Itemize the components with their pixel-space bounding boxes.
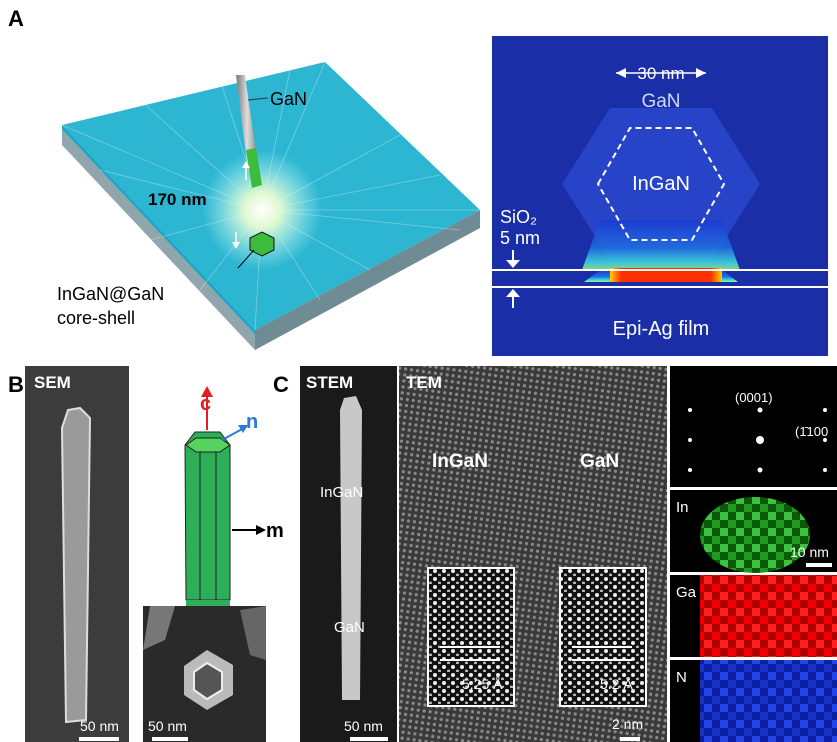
panel-label: A (8, 6, 24, 31)
image-title: STEM (306, 373, 353, 392)
image-title: SEM (34, 373, 71, 392)
spacing-label: 5.2 Å (600, 676, 633, 692)
spot-label: (1̄100 (795, 424, 828, 439)
annotation: InGaN@GaN (57, 284, 164, 304)
scale-bar-label: 50 nm (344, 718, 383, 734)
panel-label: C (273, 372, 289, 397)
scale-bar-label: 50 nm (148, 718, 187, 734)
eds-map-n: N (670, 660, 837, 742)
diffraction-pattern: (0001) (1̄100 (670, 366, 837, 487)
scale-bar-label: 2 nm (612, 716, 643, 732)
annotation: core-shell (57, 308, 135, 328)
scale-bar-label: 10 nm (790, 544, 829, 560)
hexagonal-schematic: c n m (184, 386, 284, 630)
annotation: Epi-Ag film (613, 318, 710, 340)
annotation: InGaN (632, 173, 690, 195)
region-label: GaN (580, 451, 619, 472)
tem-image: TEM InGaN GaN 5.25 Å 5.2 Å 2 nm (399, 366, 667, 742)
region-label: InGaN (432, 451, 488, 472)
axis-label: m (266, 520, 284, 542)
annotation: GaN (270, 89, 307, 109)
annotation: 30 nm (637, 64, 684, 83)
axis-label: c (200, 393, 211, 415)
field-map: 30 nm GaN InGaN SiO₂ 5 nm Epi-Ag film (492, 36, 828, 356)
image-title: TEM (406, 373, 442, 392)
schematic: GaN 170 nm InGaN@GaN core-shell (57, 61, 480, 350)
stem-image: STEM InGaN GaN 50 nm (300, 366, 397, 742)
panel-label: B (8, 372, 24, 397)
annotation: 5 nm (500, 228, 540, 248)
spot-label: (0001) (735, 390, 773, 405)
region-label: GaN (334, 619, 365, 636)
element-label: N (676, 669, 687, 686)
eds-map-in: In 10 nm (670, 490, 837, 573)
axis-label: n (246, 411, 258, 433)
element-label: Ga (676, 584, 697, 601)
annotation: GaN (641, 91, 680, 112)
annotation: 170 nm (148, 190, 207, 209)
eds-map-ga: Ga (670, 575, 837, 657)
element-label: In (676, 499, 689, 516)
top-view-image: 50 nm (143, 606, 266, 742)
spacing-label: 5.25 Å (462, 676, 503, 692)
annotation: SiO₂ (500, 207, 537, 227)
region-label: InGaN (320, 484, 363, 501)
scale-bar-label: 50 nm (80, 718, 119, 734)
sem-image: SEM 50 nm (25, 366, 129, 742)
